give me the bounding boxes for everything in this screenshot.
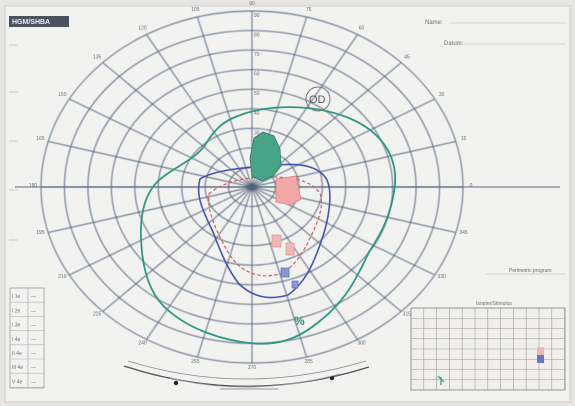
red-scotoma-lower: [271, 234, 295, 256]
logo-text: HGM/SHBA: [12, 19, 50, 26]
grid-meridian: [69, 186, 253, 276]
meridian-label: 30: [439, 92, 445, 98]
left-side-marks: [9, 44, 18, 241]
meridian-label: 45: [404, 54, 410, 60]
isopter-stimulus-table: Isopter/Stimulus: [410, 301, 566, 391]
red-isopter: [208, 176, 323, 277]
legend-value: —: [31, 308, 36, 314]
form-logo: HGM/SHBA: [9, 16, 69, 27]
meridian-label: 270: [248, 365, 257, 371]
meridian-label: 165: [36, 136, 45, 142]
meridian-label: 15: [461, 136, 467, 142]
name-label: Name:: [425, 20, 443, 26]
meridian-label: 225: [93, 312, 102, 318]
legend-stimulus: III 4e: [12, 365, 23, 371]
ring-label: 30: [254, 130, 260, 136]
meridian-label: 0: [470, 183, 473, 189]
legend-value: —: [31, 365, 36, 371]
red-scotoma-upper: [275, 175, 302, 206]
program-label: Perimetric program: [509, 268, 552, 274]
date-field: Datum:: [444, 41, 565, 47]
legend-stimulus: V 4e: [12, 379, 23, 385]
meridian-label: 135: [93, 54, 102, 60]
grid-meridian: [146, 34, 253, 188]
meridian-label: 180: [29, 183, 38, 189]
grid-meridian: [196, 16, 253, 188]
ring-label: 50: [254, 91, 260, 97]
meridian-label: 330: [437, 274, 446, 280]
legend-stimulus: I 1e: [12, 294, 21, 300]
grid-meridian: [251, 186, 308, 358]
program-field: Perimetric program: [486, 268, 565, 275]
legend-value: —: [31, 337, 36, 343]
legend-value: —: [31, 379, 36, 385]
legend-stimulus: I 2e: [12, 308, 21, 314]
blue-scotoma: [280, 267, 299, 289]
grid-meridian: [48, 141, 253, 188]
meridian-label: 315: [403, 312, 412, 318]
grid-meridian: [251, 98, 435, 188]
stimulus-legend-table: I 1e — I 2e — I 3e — I 4e — II 4e — III 4e — V 4e —: [9, 287, 45, 389]
legend-stimulus: I 3e: [12, 323, 21, 329]
legend-stimulus: II 4e: [12, 351, 22, 357]
subtable-title: Isopter/Stimulus: [476, 301, 512, 307]
grid-meridian: [48, 186, 253, 233]
meridian-label: 90: [249, 1, 255, 7]
grid-meridian: [251, 186, 358, 340]
meridian-label: 210: [58, 274, 67, 280]
ring-label: 60: [254, 72, 260, 78]
legend-value: —: [31, 294, 36, 300]
grid-meridian: [69, 98, 253, 188]
meridian-label: 120: [138, 25, 147, 31]
bottom-scale: [123, 360, 370, 390]
meridian-label: 345: [459, 230, 468, 236]
eye-label: OD: [309, 94, 326, 106]
grid-meridian: [196, 186, 253, 358]
meridian-label: 150: [58, 92, 67, 98]
legend-value: —: [31, 323, 36, 329]
legend-value: —: [31, 351, 36, 357]
grid-meridian: [102, 186, 253, 312]
date-label: Datum:: [444, 41, 464, 47]
name-field: Name:: [425, 20, 565, 26]
meridian-label: 285: [305, 359, 314, 365]
grid-meridian: [102, 62, 253, 188]
meridian-label: 255: [191, 359, 200, 365]
grid-meridian: [251, 186, 402, 312]
meridian-label: 105: [191, 7, 200, 13]
eye-label-group: OD: [305, 86, 331, 112]
meridian-label: 300: [357, 341, 366, 347]
ring-label: 40: [254, 111, 260, 117]
grid-meridian: [146, 186, 253, 340]
meridian-label: 75: [306, 7, 312, 13]
meridian-labels: 0 15 30 45 60 75 90 105 120 135 150 165 180 195 210 225…: [29, 1, 473, 371]
ring-label: 90: [254, 13, 260, 19]
green-blind-spot: [249, 131, 282, 182]
ring-label: 70: [254, 52, 260, 58]
meridian-label: 60: [359, 25, 365, 31]
green-isopter: [140, 106, 396, 345]
green-isopter-mark: %: [294, 314, 305, 328]
ring-label: 80: [254, 33, 260, 39]
meridian-label: 240: [138, 341, 147, 347]
meridian-label: 195: [36, 230, 45, 236]
legend-stimulus: I 4e: [12, 337, 21, 343]
